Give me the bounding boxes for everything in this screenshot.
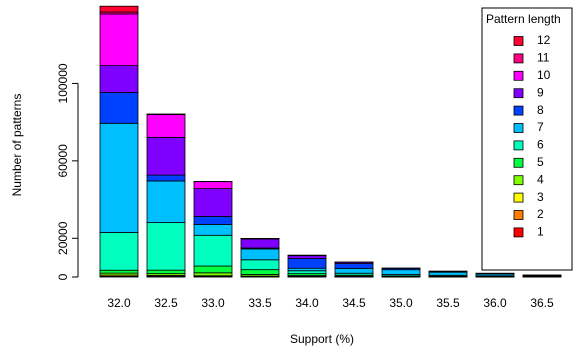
bar-segment — [193, 188, 233, 217]
legend-box — [481, 7, 573, 271]
bar-segment — [99, 65, 139, 93]
legend-label: 7 — [537, 120, 544, 134]
bar-segment — [146, 114, 186, 138]
x-axis-label: Support (%) — [290, 332, 354, 346]
x-tick-label: 36.0 — [483, 296, 507, 310]
bar-segment — [193, 181, 233, 190]
bar-segment — [146, 174, 186, 182]
bar-segment — [99, 232, 139, 271]
bar-segment — [99, 5, 139, 13]
bar-segment — [193, 265, 233, 274]
legend-swatch — [513, 157, 524, 168]
legend-label: 1 — [537, 225, 544, 239]
x-tick-label: 34.0 — [295, 296, 319, 310]
bar-segment — [99, 92, 139, 124]
x-tick-label: 35.0 — [389, 296, 413, 310]
bar-segment — [240, 238, 280, 249]
legend-label: 3 — [537, 190, 544, 204]
bar-segment — [240, 259, 280, 271]
legend-swatch — [513, 210, 524, 220]
legend-title: Pattern length — [486, 12, 561, 26]
y-axis-label: Number of patterns — [10, 94, 24, 197]
bar-segment — [287, 255, 327, 259]
legend-label: 4 — [537, 172, 544, 186]
legend-label: 2 — [537, 207, 544, 221]
legend-label: 6 — [537, 138, 544, 152]
y-tick-label: 100000 — [56, 63, 70, 103]
bar-segment — [428, 271, 468, 276]
bar-segment — [99, 13, 139, 67]
bar-segment — [146, 136, 186, 176]
legend-swatch — [513, 227, 524, 238]
legend-swatch — [513, 105, 524, 116]
bar-segment — [334, 267, 374, 274]
bar-segment — [99, 122, 139, 233]
bar-segment — [99, 269, 139, 274]
bar-segment — [287, 258, 327, 269]
bar-segment — [193, 234, 233, 267]
bar-segment — [381, 269, 421, 275]
legend-swatch — [513, 123, 524, 133]
legend-swatch — [513, 175, 524, 186]
x-tick-label: 33.5 — [248, 296, 272, 310]
bar-segment — [193, 272, 233, 277]
legend-label: 10 — [537, 68, 551, 82]
x-tick-label: 33.0 — [201, 296, 225, 310]
bar-segment — [193, 216, 233, 225]
bar-segment — [146, 222, 186, 271]
y-tick-label: 0 — [56, 273, 70, 280]
bar-segment — [146, 269, 186, 275]
legend-label: 8 — [537, 103, 544, 117]
bar-segment — [334, 263, 374, 269]
legend-swatch — [513, 140, 524, 151]
bar-segment — [193, 224, 233, 236]
y-tick-label: 60000 — [56, 144, 70, 178]
bar-segment — [146, 180, 186, 223]
legend-swatch — [513, 36, 524, 46]
bar-segment — [287, 270, 327, 275]
legend-swatch — [513, 88, 524, 99]
legend-label: 12 — [537, 33, 551, 47]
x-tick-label: 34.5 — [342, 296, 366, 310]
x-tick-label: 36.5 — [530, 296, 554, 310]
legend-label: 11 — [537, 51, 550, 65]
legend-swatch — [513, 70, 524, 81]
x-tick-label: 32.0 — [107, 296, 131, 310]
x-tick-label: 35.5 — [436, 296, 460, 310]
bar-segment — [240, 248, 280, 261]
legend-label: 9 — [537, 85, 544, 99]
legend-swatch — [513, 53, 524, 64]
legend-label: 5 — [537, 155, 544, 169]
y-tick-label: 20000 — [56, 221, 70, 255]
bar-segment — [240, 269, 280, 275]
legend-swatch — [513, 192, 524, 203]
x-tick-label: 32.5 — [154, 296, 178, 310]
